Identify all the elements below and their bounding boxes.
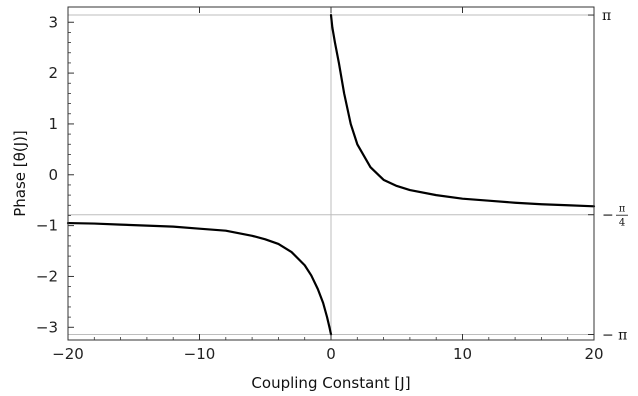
x-tick-label: −20 [52,345,84,363]
right-label-text: − π [602,327,627,343]
right-axis-labels: π− π4− π [588,8,628,343]
right-label-sign: − [602,208,614,224]
y-tick-label: −1 [36,217,58,235]
right-label-denominator: 4 [619,218,625,229]
right-axis-label: π [602,8,611,24]
y-tick-label: 3 [48,13,58,31]
y-tick-label: 2 [48,64,58,82]
reference-lines [68,7,594,340]
phase-curve-negative-J [66,221,333,336]
x-tick-label: 20 [584,345,603,363]
x-tick-label: 0 [326,345,336,363]
y-tick-label: 0 [48,166,58,184]
y-tick-label: −3 [36,318,58,336]
x-tick-label: −10 [184,345,216,363]
phase-curve-positive-J [329,14,596,208]
y-axis-title: Phase [θ(J)] [11,130,29,217]
y-tick-label: −2 [36,267,58,285]
y-axis-ticks: −3 −2 −1 0 1 2 3 [36,13,74,336]
phase-curves [66,14,596,336]
x-axis-title: Coupling Constant [J] [251,374,410,392]
y-tick-label: 1 [48,115,58,133]
right-axis-label: − π [602,327,627,343]
right-axis-label: − π 4 [602,204,628,229]
right-label-numerator: π [619,204,626,215]
right-label-text: π [602,8,611,24]
x-tick-label: 10 [453,345,472,363]
x-axis-ticks: −20 −10 0 10 20 [52,7,604,363]
